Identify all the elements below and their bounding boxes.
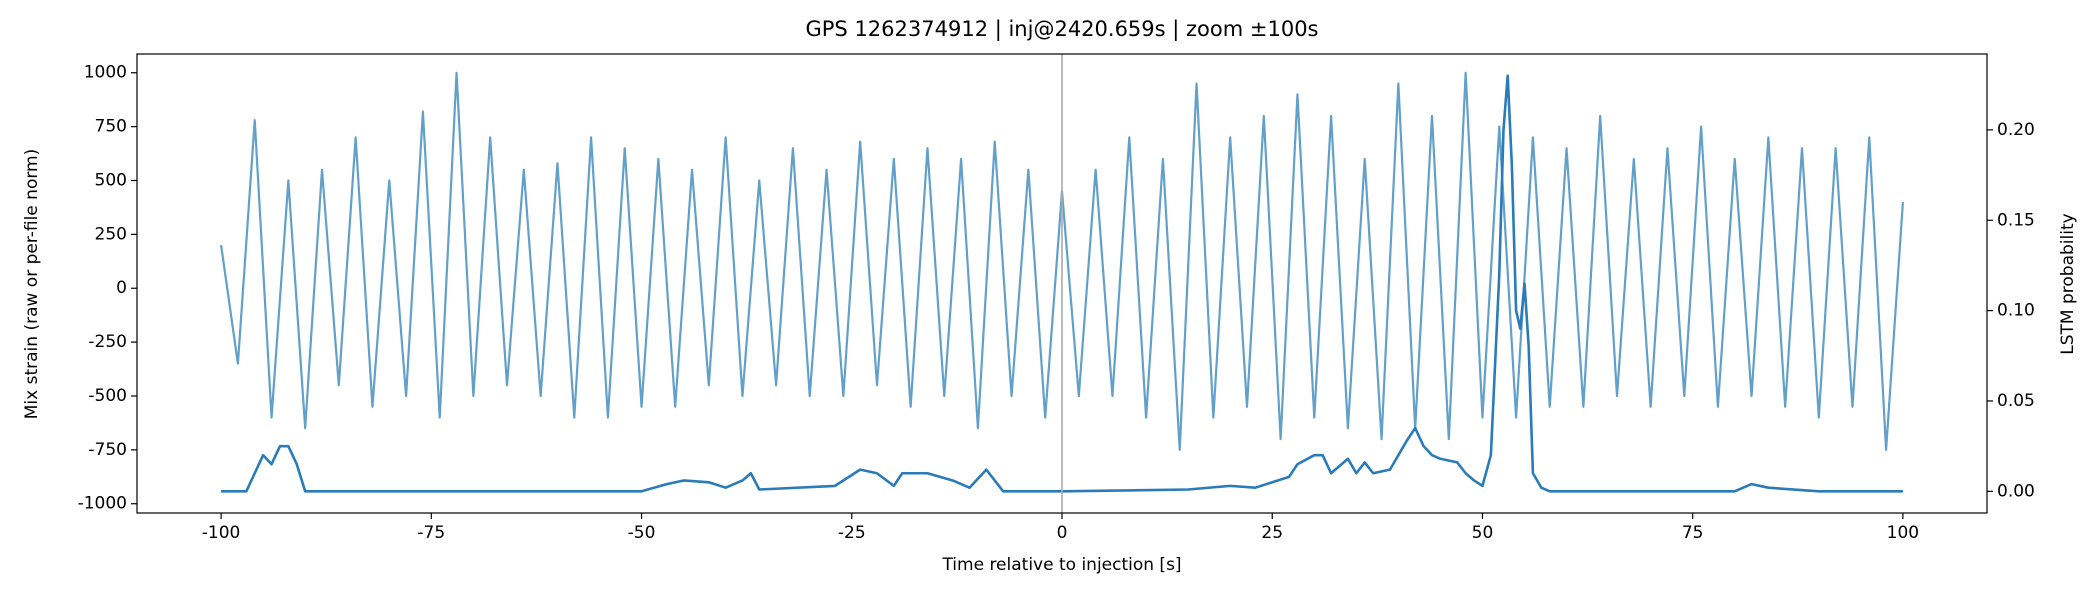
x-axis-label: Time relative to injection [s] (941, 555, 1181, 575)
y-tick-label: -1000 (78, 494, 127, 514)
x-tick-label: -100 (202, 523, 241, 543)
y-tick-label: 250 (95, 224, 127, 244)
chart-title: GPS 1262374912 | inj@2420.659s | zoom ±1… (806, 17, 1319, 42)
x-tick-label: -75 (417, 523, 445, 543)
y2-tick-label: 0.05 (1997, 391, 2035, 411)
y-tick-label: 0 (116, 278, 127, 298)
x-tick-label: 75 (1682, 523, 1704, 543)
x-tick-label: 100 (1887, 523, 1919, 543)
probability-line (221, 74, 1903, 493)
y2-axis-label: LSTM probability (2058, 213, 2078, 354)
y-tick-label: -250 (88, 332, 127, 352)
y2-tick-label: 0.15 (1997, 210, 2035, 230)
x-tick-label: 50 (1472, 523, 1494, 543)
y-tick-label: -500 (88, 386, 127, 406)
y2-tick-label: 0.00 (1997, 481, 2035, 501)
plot-area (220, 54, 1905, 513)
y2-tick-label: 0.10 (1997, 301, 2035, 321)
y-tick-label: -750 (88, 440, 127, 460)
y-tick-label: 500 (95, 170, 127, 190)
y-tick-label: 1000 (84, 63, 127, 83)
x-tick-label: -50 (628, 523, 656, 543)
y2-tick-label: 0.20 (1997, 120, 2035, 140)
x-tick-label: -25 (838, 523, 866, 543)
y-tick-label: 750 (95, 117, 127, 137)
y-axis-label: Mix strain (raw or per-file norm) (22, 149, 42, 419)
x-tick-label: 0 (1057, 523, 1068, 543)
x-tick-label: 25 (1261, 523, 1283, 543)
